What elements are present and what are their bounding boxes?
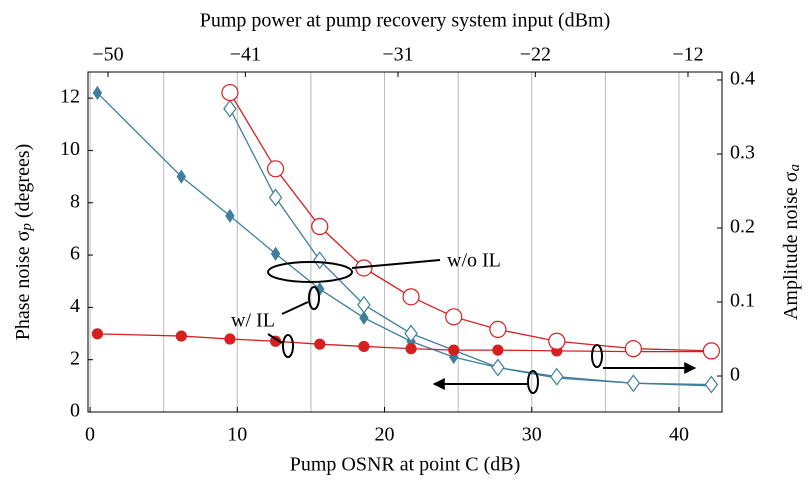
point (91, 328, 104, 340)
point (448, 344, 460, 356)
y2-label-part: Amplitude noise σ (780, 171, 802, 320)
y2-tick-label: 0.2 (730, 216, 755, 238)
y-tick-label: 0 (70, 400, 80, 422)
x-tick-label: 0 (85, 424, 95, 446)
point (402, 288, 420, 306)
y-label-part: Phase noise σ (12, 230, 34, 340)
series-line (229, 92, 712, 352)
series-line (96, 92, 712, 387)
point (704, 375, 719, 394)
point (359, 310, 369, 325)
x-tick-label: 10 (227, 424, 247, 446)
point (266, 160, 285, 178)
point (404, 324, 418, 343)
y2-tick-label: 0 (730, 364, 740, 386)
x2-axis-label: Pump power at pump recovery system input… (200, 10, 611, 32)
x2-tick-label: −41 (230, 44, 261, 66)
y2-label-sub: a (787, 164, 803, 172)
x-tick-label: 40 (669, 424, 689, 446)
x2-tick-label: −12 (672, 44, 703, 66)
annotation-graphics (267, 259, 697, 394)
y-tick-label: 12 (60, 86, 80, 108)
point (548, 332, 566, 350)
point (223, 99, 237, 118)
y-tick-label: 10 (60, 138, 80, 160)
point (358, 340, 370, 353)
point (702, 342, 720, 360)
point (626, 374, 641, 393)
x2-tick-label: −50 (92, 44, 123, 66)
point (624, 340, 642, 358)
y2-tick-label: 0.3 (730, 142, 755, 164)
grid (89, 72, 680, 412)
series-line (97, 333, 712, 353)
annotation: w/ IL (231, 310, 275, 332)
annotation: w/o IL (447, 250, 501, 272)
point (489, 320, 507, 339)
y-tick-label: 2 (70, 347, 80, 369)
point (270, 246, 281, 261)
point (268, 188, 283, 207)
point (221, 83, 239, 102)
point (176, 169, 187, 184)
y-tick-label: 6 (70, 243, 80, 265)
point (405, 343, 417, 355)
x2-tick-label: −22 (520, 44, 551, 66)
point (492, 344, 504, 356)
x2-tick-label: −31 (382, 44, 413, 66)
plot (91, 83, 720, 394)
point (314, 338, 326, 350)
y2-tick-label: 0.1 (730, 290, 755, 312)
point (550, 367, 564, 386)
point (224, 333, 236, 345)
point (92, 85, 103, 101)
point (491, 358, 505, 377)
point (175, 330, 187, 342)
y2-axis-label: Amplitude noise σa (780, 164, 804, 320)
y2-tick-label: 0.4 (730, 68, 755, 90)
x-axis-label: Pump OSNR at point C (dB) (290, 454, 521, 476)
point (313, 251, 327, 270)
x-tick-label: 20 (375, 424, 395, 446)
point (311, 217, 329, 236)
y-axis-label: Phase noise σp (degrees) (12, 144, 36, 341)
x-tick-label: 30 (522, 424, 542, 446)
y-tick-label: 4 (70, 295, 80, 317)
point (225, 208, 235, 223)
point (357, 295, 371, 314)
y-label-sub: p (19, 223, 35, 232)
y-label-part: (degrees) (12, 144, 34, 223)
plot-frame (87, 71, 723, 413)
point (445, 308, 463, 326)
y-tick-label: 8 (70, 190, 80, 212)
